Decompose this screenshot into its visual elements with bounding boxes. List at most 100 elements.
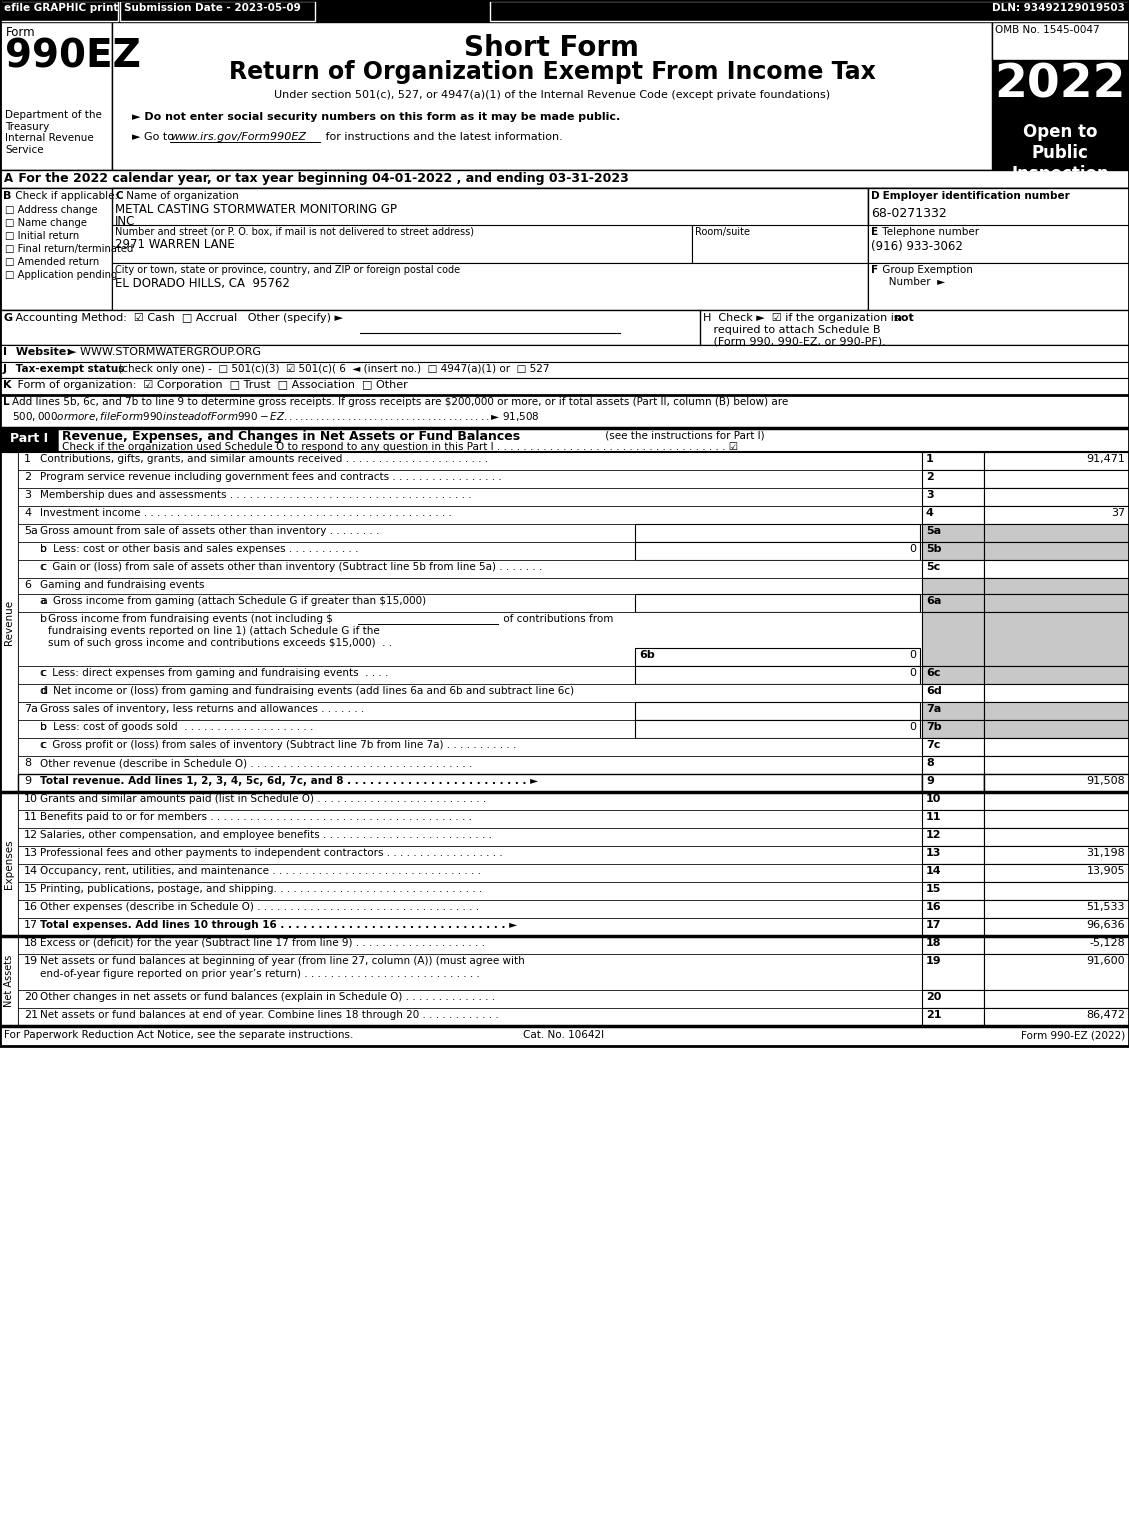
Text: DLN: 93492129019503: DLN: 93492129019503 (992, 3, 1124, 14)
Bar (18, 846, 922, 865)
Text: 15: 15 (926, 884, 942, 894)
Text: 0: 0 (909, 650, 916, 660)
Bar (984, 738, 1129, 756)
Text: 7a: 7a (926, 705, 942, 714)
Text: 17: 17 (926, 920, 942, 930)
Bar (18, 720, 922, 738)
Text: 13: 13 (24, 848, 38, 859)
Text: F: F (870, 265, 878, 274)
Text: 1: 1 (24, 454, 30, 464)
Bar (868, 262, 1129, 310)
Bar (922, 775, 984, 791)
Text: Investment income . . . . . . . . . . . . . . . . . . . . . . . . . . . . . . . : Investment income . . . . . . . . . . . … (40, 508, 452, 518)
Bar (984, 990, 1129, 1008)
Text: 91,600: 91,600 (1086, 956, 1124, 965)
Text: 6d: 6d (926, 686, 942, 695)
Text: fundraising events reported on line 1) (attach Schedule G if the: fundraising events reported on line 1) (… (49, 625, 379, 636)
Text: Other revenue (describe in Schedule O) . . . . . . . . . . . . . . . . . . . . .: Other revenue (describe in Schedule O) .… (40, 758, 472, 769)
Text: 16: 16 (926, 901, 942, 912)
Text: 0: 0 (909, 668, 916, 679)
Text: 5b: 5b (926, 544, 942, 554)
Text: EL DORADO HILLS, CA  95762: EL DORADO HILLS, CA 95762 (115, 278, 290, 290)
Text: 6a: 6a (926, 596, 942, 605)
Text: 20: 20 (926, 991, 942, 1002)
Bar (984, 578, 1129, 595)
Text: 3: 3 (926, 490, 934, 500)
Text: 20: 20 (24, 991, 38, 1002)
Bar (18, 612, 922, 666)
Bar (634, 541, 920, 560)
Bar (984, 451, 1129, 470)
Text: 37: 37 (1111, 508, 1124, 518)
Text: a  Gross income from gaming (attach Schedule G if greater than $15,000): a Gross income from gaming (attach Sched… (40, 596, 426, 605)
Text: ► Do not enter social security numbers on this form as it may be made public.: ► Do not enter social security numbers o… (132, 111, 620, 122)
Bar (18, 1008, 922, 1026)
Bar (984, 1008, 1129, 1026)
Bar (120, 2, 315, 21)
Bar (0, 0, 1129, 1046)
Text: Return of Organization Exempt From Income Tax: Return of Organization Exempt From Incom… (228, 59, 875, 84)
Text: 68-0271332: 68-0271332 (870, 207, 947, 220)
Text: B: B (3, 191, 11, 201)
Text: 990EZ: 990EZ (5, 38, 141, 76)
Bar (18, 525, 922, 541)
Bar (0, 378, 1129, 395)
Bar (922, 738, 984, 756)
Bar (58, 429, 1129, 451)
Bar (984, 702, 1129, 720)
Text: Group Exemption: Group Exemption (879, 265, 973, 274)
Text: not: not (893, 313, 913, 323)
Bar (692, 226, 868, 262)
Text: Revenue: Revenue (5, 599, 14, 645)
Text: Number  ►: Number ► (879, 278, 945, 287)
Text: b  Less: cost of goods sold  . . . . . . . . . . . . . . . . . . . .: b Less: cost of goods sold . . . . . . .… (40, 721, 314, 732)
Bar (18, 560, 922, 578)
Bar (922, 955, 984, 990)
Text: Occupancy, rent, utilities, and maintenance . . . . . . . . . . . . . . . . . . : Occupancy, rent, utilities, and maintena… (40, 866, 481, 875)
Text: City or town, state or province, country, and ZIP or foreign postal code: City or town, state or province, country… (115, 265, 461, 274)
Bar (984, 918, 1129, 936)
Text: INC: INC (115, 215, 135, 229)
Bar (634, 720, 920, 738)
Text: 16: 16 (24, 901, 38, 912)
Text: Form of organization:  ☑ Corporation  □ Trust  □ Association  □ Other: Form of organization: ☑ Corporation □ Tr… (14, 380, 408, 390)
Bar (984, 595, 1129, 612)
Text: (Form 990, 990-EZ, or 990-PF).: (Form 990, 990-EZ, or 990-PF). (703, 336, 886, 346)
Bar (984, 810, 1129, 828)
Bar (922, 578, 984, 595)
Text: 12: 12 (926, 830, 942, 840)
Bar (18, 488, 922, 506)
Text: 0: 0 (909, 721, 916, 732)
Bar (984, 936, 1129, 955)
Bar (922, 936, 984, 955)
Bar (984, 775, 1129, 791)
Text: 13,905: 13,905 (1086, 866, 1124, 875)
Text: Room/suite: Room/suite (695, 227, 750, 236)
Bar (490, 2, 1129, 21)
Bar (984, 900, 1129, 918)
Text: c  Less: direct expenses from gaming and fundraising events  . . . .: c Less: direct expenses from gaming and … (40, 668, 388, 679)
Bar (0, 21, 112, 169)
Text: Website:: Website: (12, 348, 75, 357)
Text: d  Net income or (loss) from gaming and fundraising events (add lines 6a and 6b : d Net income or (loss) from gaming and f… (40, 686, 575, 695)
Text: b  Less: cost or other basis and sales expenses . . . . . . . . . . .: b Less: cost or other basis and sales ex… (40, 544, 359, 554)
Bar (0, 936, 18, 1026)
Bar (112, 262, 868, 310)
Text: 12: 12 (24, 830, 38, 840)
Bar (0, 791, 18, 936)
Bar (984, 666, 1129, 685)
Text: I: I (3, 348, 7, 357)
Text: 2: 2 (926, 473, 934, 482)
Text: 4: 4 (926, 508, 934, 518)
Bar (18, 702, 922, 720)
Text: Add lines 5b, 6c, and 7b to line 9 to determine gross receipts. If gross receipt: Add lines 5b, 6c, and 7b to line 9 to de… (12, 396, 788, 407)
Text: 51,533: 51,533 (1086, 901, 1124, 912)
Text: Net assets or fund balances at end of year. Combine lines 18 through 20 . . . . : Net assets or fund balances at end of ye… (40, 1010, 499, 1020)
Text: $500,000 or more, file Form 990 instead of Form 990-EZ . . . . . . . . . . . . .: $500,000 or more, file Form 990 instead … (12, 410, 540, 422)
Text: Membership dues and assessments . . . . . . . . . . . . . . . . . . . . . . . . : Membership dues and assessments . . . . … (40, 490, 472, 500)
Bar (634, 525, 920, 541)
Bar (984, 612, 1129, 666)
Text: ► Go to: ► Go to (132, 133, 177, 142)
Text: d: d (40, 686, 47, 695)
Bar (18, 865, 922, 881)
